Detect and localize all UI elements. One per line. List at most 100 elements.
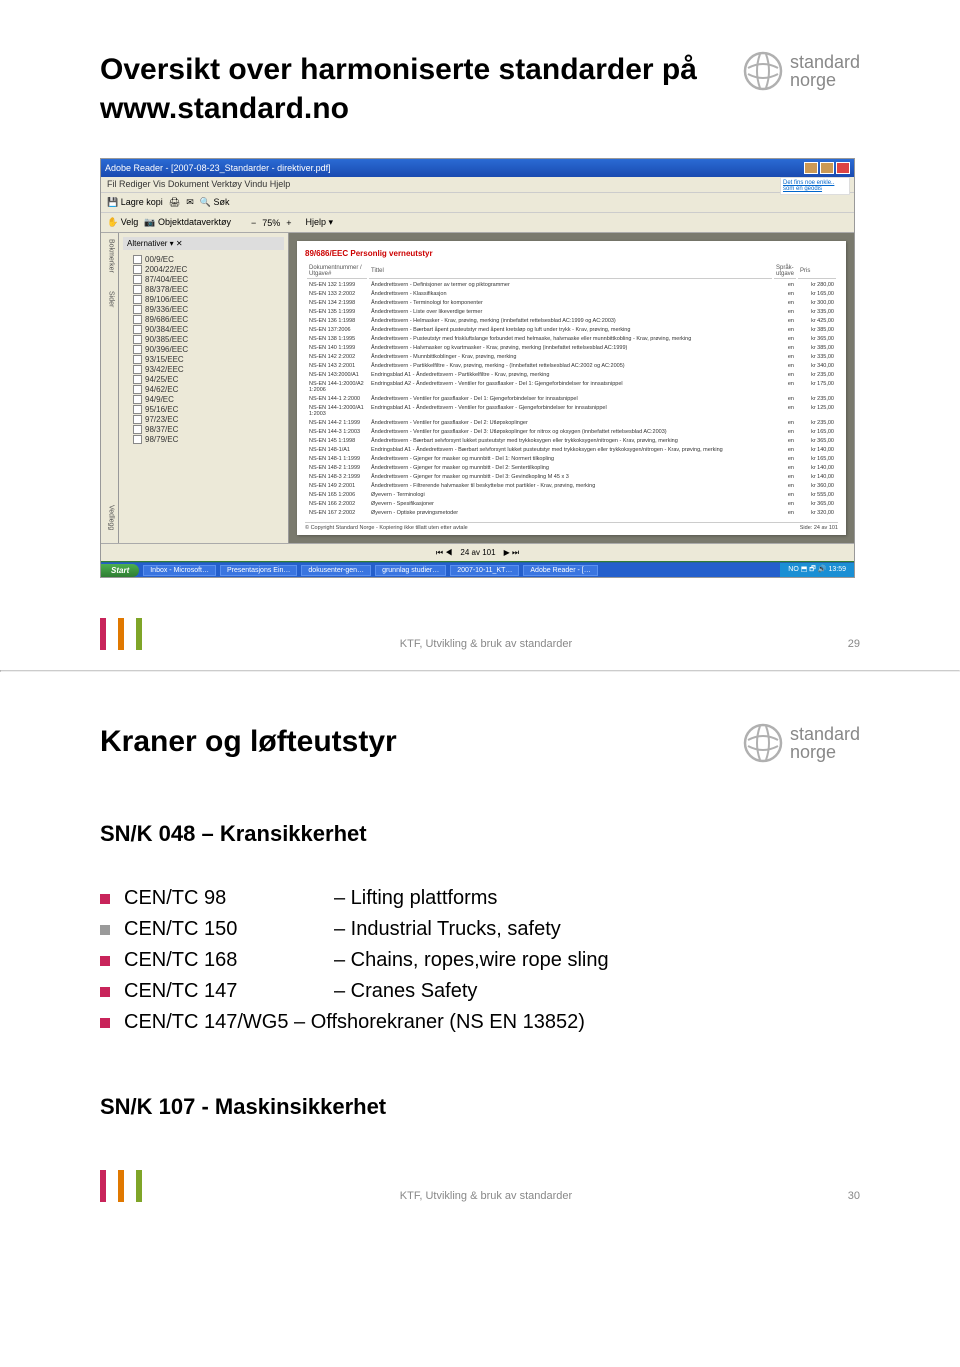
window-titlebar: Adobe Reader - [2007-08-23_Standarder - …: [101, 159, 854, 177]
bookmark-item[interactable]: 93/15/EEC: [133, 354, 284, 364]
bookmark-item[interactable]: 94/9/EC: [133, 394, 284, 404]
committee-subtitle-2: SN/K 107 - Maskinsikkerhet: [100, 1094, 860, 1120]
bullet-desc: – Lifting plattforms: [334, 887, 497, 910]
taskbar-tasks: Inbox - Microsoft… Presentasjons Ein… doku…: [139, 565, 597, 576]
bar-magenta: [100, 618, 106, 650]
bookmark-item[interactable]: 94/62/EC: [133, 384, 284, 394]
bookmark-item[interactable]: 87/404/EEC: [133, 274, 284, 284]
logo-line2: norge: [790, 743, 860, 761]
logo-line1: standard: [790, 725, 860, 743]
bookmark-item[interactable]: 89/336/EEC: [133, 304, 284, 314]
ad-link[interactable]: Det fins noe enkle.. som en geodis: [780, 177, 850, 195]
bookmarks-tab[interactable]: Bokmerker: [105, 239, 115, 277]
close-button[interactable]: [836, 162, 850, 174]
column-header: Dokumentnummer / Utgave#: [307, 264, 367, 279]
bullet-code: CEN/TC 168: [124, 949, 334, 972]
bookmark-item[interactable]: 00/9/EC: [133, 254, 284, 264]
start-button[interactable]: Start: [101, 564, 139, 577]
bookmark-item[interactable]: 93/42/EEC: [133, 364, 284, 374]
table-row: NS-EN 144-3 1:2003Åndedrettsvern - Venti…: [307, 428, 836, 435]
standards-table: Dokumentnummer / Utgave#TittelSpråk-utga…: [305, 262, 838, 518]
color-bars: [100, 1170, 142, 1202]
page-next-icon[interactable]: ▶ ⏭: [504, 548, 520, 558]
zoom-out-icon[interactable]: −: [251, 218, 256, 228]
attach-tab[interactable]: Vedlegg: [105, 505, 115, 543]
status-bar: ⏮ ◀ 24 av 101 ▶ ⏭: [101, 543, 854, 561]
bullet-desc: – Chains, ropes,wire rope sling: [334, 949, 609, 972]
slide-footer: KTF, Utvikling & bruk av standarder 30: [100, 1160, 860, 1202]
slide-29: standard norge Oversikt over harmonisert…: [0, 0, 960, 670]
zoom-in-icon[interactable]: +: [286, 218, 291, 228]
bookmark-item[interactable]: 98/79/EC: [133, 434, 284, 444]
bar-orange: [118, 1170, 124, 1202]
logo-line1: standard: [790, 53, 860, 71]
table-row: NS-EN 135 1:1999Åndedrettsvern - Liste o…: [307, 308, 836, 315]
bar-orange: [118, 618, 124, 650]
logo: standard norge: [742, 50, 860, 92]
page-prev-icon[interactable]: ⏮ ◀: [436, 548, 453, 558]
system-tray[interactable]: NO ⬒ 🗗 🔊 13:59: [780, 563, 854, 578]
bookmark-item[interactable]: 90/396/EEC: [133, 344, 284, 354]
bookmark-item[interactable]: 89/106/EEC: [133, 294, 284, 304]
table-row: NS-EN 167 2:2002Øyevern - Optiske prøvin…: [307, 509, 836, 516]
standard-norge-logo-icon: [742, 50, 784, 92]
bullet-desc: – Industrial Trucks, safety: [334, 918, 561, 941]
search-icon[interactable]: 🔍 Søk: [200, 197, 230, 208]
table-row: NS-EN 136 1:1998Åndedrettsvern - Helmask…: [307, 317, 836, 324]
bookmark-item[interactable]: 88/378/EEC: [133, 284, 284, 294]
save-copy-button[interactable]: 💾 Lagre kopi: [107, 197, 163, 208]
footer-text: KTF, Utvikling & bruk av standarder: [142, 638, 830, 650]
snapshot-tool-icon[interactable]: 📷 Objektdataverktøy: [144, 217, 231, 228]
menubar[interactable]: Fil Rediger Vis Dokument Verktøy Vindu H…: [101, 177, 854, 193]
list-item: CEN/TC 98– Lifting plattforms: [100, 887, 860, 910]
sign-tab[interactable]: Sider: [105, 291, 115, 329]
bookmarks-header: Alternativer ▾ ✕: [123, 237, 284, 250]
mail-icon[interactable]: ✉: [186, 197, 194, 208]
bookmark-item[interactable]: 2004/22/EC: [133, 264, 284, 274]
table-row: NS-EN 144-1:2000/A2 1:2006Endringsblad A…: [307, 380, 836, 393]
help-button[interactable]: Hjelp ▾: [306, 217, 334, 228]
table-row: NS-EN 144-2 1:1999Åndedrettsvern - Venti…: [307, 419, 836, 426]
bookmark-item[interactable]: 94/25/EC: [133, 374, 284, 384]
zoom-level[interactable]: 75%: [262, 218, 280, 228]
committee-subtitle: SN/K 048 – Kransikkerhet: [100, 821, 860, 847]
doc-footer: © Copyright Standard Norge - Kopiering i…: [305, 522, 838, 531]
print-icon[interactable]: 🖨: [169, 197, 180, 208]
bullet-desc: – Cranes Safety: [334, 980, 477, 1003]
table-row: NS-EN 134 2:1998Åndedrettsvern - Termino…: [307, 299, 836, 306]
bookmark-item[interactable]: 97/23/EC: [133, 414, 284, 424]
bookmark-item[interactable]: 90/384/EEC: [133, 324, 284, 334]
bookmark-item[interactable]: 95/16/EC: [133, 404, 284, 414]
pdf-page: 89/686/EEC Personlig verneutstyr Dokumen…: [297, 241, 846, 535]
table-row: NS-EN 165 1:2006Øyevern - Terminologienk…: [307, 491, 836, 498]
page-status: 24 av 101: [460, 548, 495, 557]
logo-line2: norge: [790, 71, 860, 89]
document-body: Bokmerker Sider Vedlegg Alternativer ▾ ✕…: [101, 233, 854, 543]
bullet-code: CEN/TC 147/WG5 – Offshorekraner (NS EN 1…: [124, 1011, 585, 1034]
maximize-button[interactable]: [820, 162, 834, 174]
bookmark-item[interactable]: 90/385/EEC: [133, 334, 284, 344]
table-row: NS-EN 143:2000/A1Endringsblad A1 - Ånded…: [307, 371, 836, 378]
minimize-button[interactable]: [804, 162, 818, 174]
table-row: NS-EN 166 2:2002Øyevern - Spesifikasjone…: [307, 500, 836, 507]
taskbar-task[interactable]: Presentasjons Ein…: [220, 565, 297, 576]
bullet-list: CEN/TC 98– Lifting plattforms CEN/TC 150–…: [100, 887, 860, 1034]
page-number: 29: [830, 638, 860, 650]
list-item: CEN/TC 150– Industrial Trucks, safety: [100, 918, 860, 941]
bookmarks-options[interactable]: Alternativer ▾ ✕: [127, 239, 183, 248]
slide-30: standard norge Kraner og løfteutstyr SN/…: [0, 672, 960, 1222]
table-row: NS-EN 144-1:2000/A1 1:2003Endringsblad A…: [307, 404, 836, 417]
taskbar-task[interactable]: dokusenter-gen…: [301, 565, 371, 576]
bullet-marker-icon: [100, 956, 110, 966]
taskbar-task[interactable]: Adobe Reader - […: [523, 565, 597, 576]
select-tool-icon[interactable]: ✋ Velg: [107, 217, 138, 228]
table-row: NS-EN 138 1:1995Åndedrettsvern - Pusteut…: [307, 335, 836, 342]
color-bars: [100, 618, 142, 650]
table-row: NS-EN 148-3 2:1999Åndedrettsvern - Gjeng…: [307, 473, 836, 480]
taskbar-task[interactable]: 2007-10-11_KT…: [450, 565, 519, 576]
standard-norge-logo-icon: [742, 722, 784, 764]
taskbar-task[interactable]: Inbox - Microsoft…: [143, 565, 216, 576]
bookmark-item[interactable]: 89/686/EEC: [133, 314, 284, 324]
bookmark-item[interactable]: 98/37/EC: [133, 424, 284, 434]
taskbar-task[interactable]: grunnlag studier…: [375, 565, 446, 576]
